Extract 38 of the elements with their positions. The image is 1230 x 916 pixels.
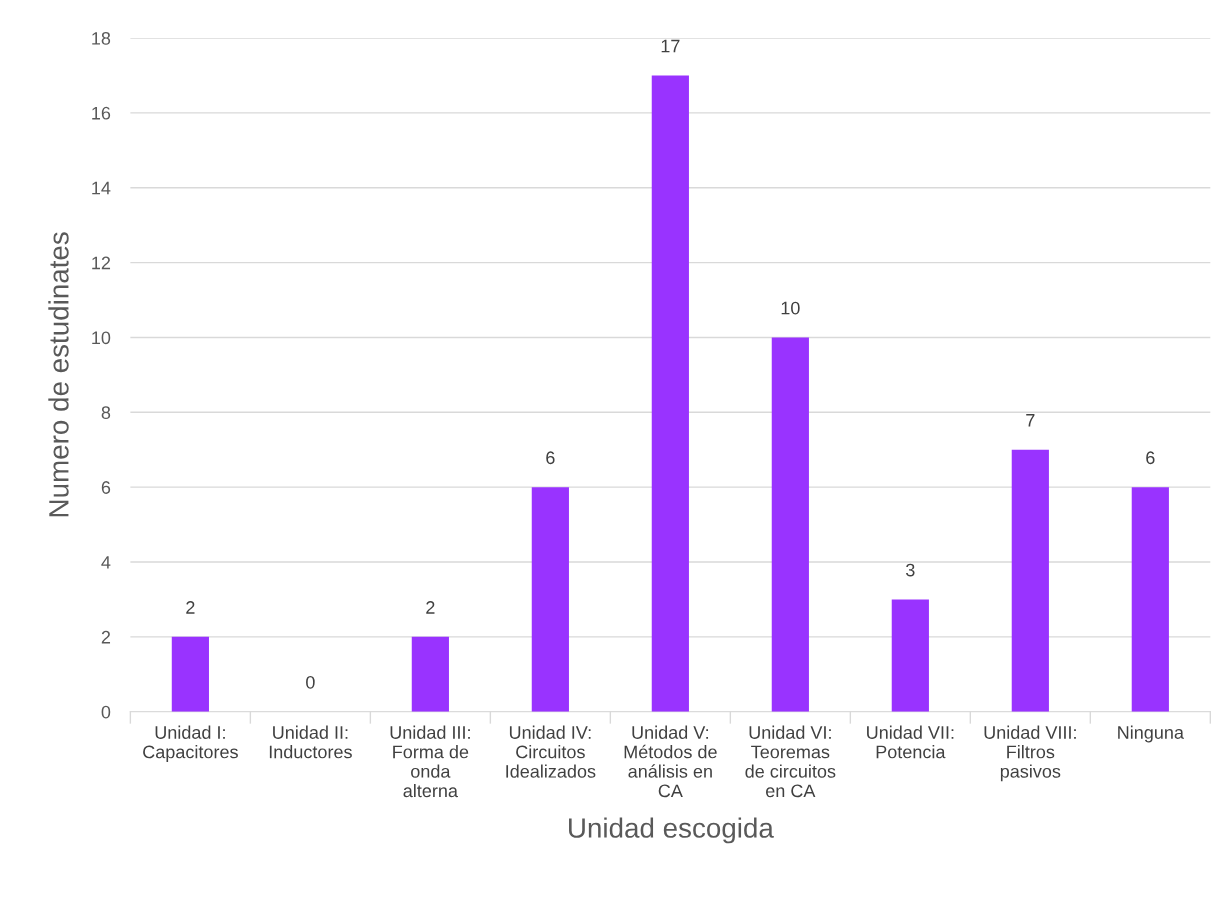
x-tick-label: Unidad VIII: Filtros pasivos (984, 725, 1076, 782)
y-tick-label: 8 (101, 406, 111, 420)
bar (1131, 487, 1169, 712)
x-tick-label: Unidad II: Inductores (269, 725, 352, 759)
y-tick-label: 10 (92, 331, 111, 345)
x-axis-title: Unidad escogida (569, 817, 774, 844)
data-label: 6 (1146, 451, 1155, 465)
bar (411, 636, 449, 712)
x-tick-label: Unidad I: Capacitores (143, 725, 238, 762)
data-label: 0 (306, 675, 315, 689)
x-tick-label: Unidad VI: Teoremas de circuitos en CA (745, 725, 836, 798)
bar (651, 75, 689, 712)
x-tick-label: Ninguna (1118, 725, 1184, 743)
y-tick-label: 2 (101, 630, 111, 644)
data-label: 7 (1026, 414, 1035, 427)
x-tick-label: Unidad VII: Potencia (867, 725, 954, 759)
bar (771, 337, 809, 712)
x-tick-label: Unidad IV: Circuitos Idealizados (506, 725, 596, 778)
bar (1011, 449, 1049, 712)
y-tick-label: 6 (101, 481, 111, 494)
data-label: 2 (426, 601, 435, 614)
bar (171, 636, 209, 712)
data-label: 10 (781, 301, 800, 315)
y-tick-label: 12 (92, 256, 111, 270)
data-label: 17 (661, 39, 680, 53)
data-label: 6 (546, 451, 555, 465)
x-tick-label: Unidad V: Métodos de análisis en CA (624, 725, 717, 798)
y-tick-label: 0 (101, 705, 111, 719)
bar (531, 487, 569, 712)
bar (891, 599, 929, 712)
y-tick-label: 4 (101, 556, 111, 569)
x-tick-label: Unidad III: Forma de onda alterna (390, 725, 470, 798)
y-tick-label: 18 (92, 31, 111, 45)
data-label: 2 (186, 601, 195, 614)
y-tick-label: 14 (92, 181, 111, 195)
y-tick-label: 16 (92, 106, 111, 120)
y-axis-title: Numero de estudinates (48, 232, 69, 517)
data-label: 3 (906, 563, 915, 577)
